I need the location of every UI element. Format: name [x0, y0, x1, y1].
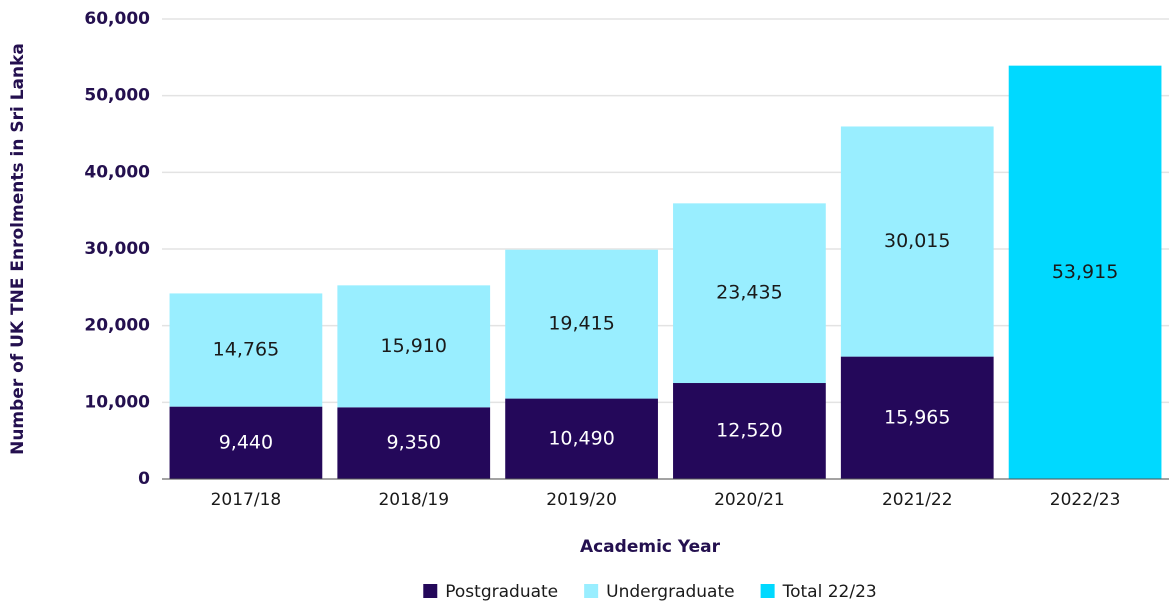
x-tick-label: 2017/18	[211, 490, 282, 510]
bar	[337, 285, 491, 408]
value-label: 15,965	[884, 406, 950, 428]
bar	[169, 406, 323, 479]
value-label: 30,015	[884, 230, 950, 252]
y-tick-label: 60,000	[84, 9, 150, 29]
value-label: 23,435	[716, 282, 782, 304]
y-tick-label: 30,000	[84, 239, 150, 259]
value-label: 53,915	[1052, 261, 1118, 283]
value-label: 14,765	[213, 339, 279, 361]
legend-swatch	[584, 584, 599, 598]
x-tick-label: 2021/22	[882, 490, 953, 510]
bar	[673, 203, 826, 384]
bar	[1008, 65, 1162, 479]
legend-label: Total 22/23	[782, 582, 877, 602]
y-axis-label: Number of UK TNE Enrolments in Sri Lanka	[8, 43, 28, 455]
value-label: 12,520	[716, 420, 782, 442]
value-label: 9,440	[219, 431, 273, 453]
legend-swatch	[423, 584, 438, 598]
x-axis-label: Academic Year	[580, 537, 721, 557]
legend-label: Postgraduate	[445, 582, 558, 602]
x-tick-label: 2019/20	[546, 490, 617, 510]
value-label: 15,910	[381, 335, 447, 357]
bar	[337, 407, 491, 479]
bar	[169, 293, 323, 407]
value-label: 9,350	[387, 432, 441, 454]
x-tick-label: 2022/23	[1050, 490, 1121, 510]
y-tick-label: 10,000	[84, 392, 150, 412]
value-label: 10,490	[548, 427, 614, 449]
bar	[505, 398, 658, 479]
value-label: 19,415	[548, 313, 614, 335]
y-tick-label: 50,000	[84, 86, 150, 106]
bar	[673, 383, 826, 479]
legend-label: Undergraduate	[606, 582, 734, 602]
bar	[840, 356, 994, 479]
bar	[505, 249, 658, 399]
y-tick-label: 0	[138, 469, 150, 489]
legend-swatch	[760, 584, 775, 598]
y-tick-label: 20,000	[84, 316, 150, 336]
bar	[840, 126, 994, 357]
x-tick-label: 2020/21	[714, 490, 785, 510]
x-tick-label: 2018/19	[378, 490, 449, 510]
y-tick-label: 40,000	[84, 162, 150, 182]
